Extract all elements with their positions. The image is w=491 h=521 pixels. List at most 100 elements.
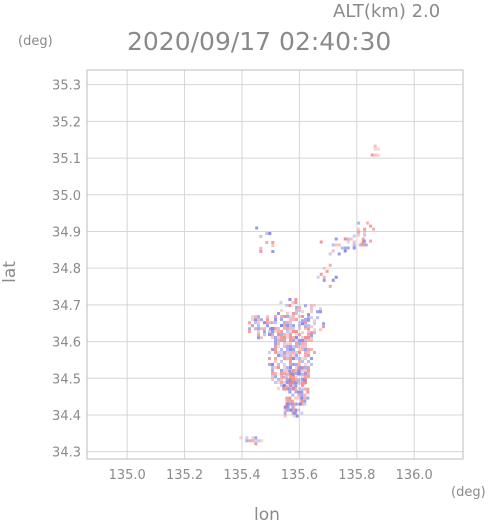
echo-cell-positive bbox=[295, 330, 298, 333]
echo-cell-positive bbox=[307, 369, 310, 372]
echo-cell-negative bbox=[271, 250, 275, 253]
echo-cell-negative bbox=[277, 363, 280, 366]
echo-cell-negative bbox=[280, 324, 283, 327]
echo-cell-negative bbox=[295, 306, 298, 309]
echo-cell-positive bbox=[283, 333, 286, 336]
echo-cell-negative bbox=[280, 318, 283, 321]
echo-cell-negative bbox=[298, 357, 301, 360]
echo-cell-positive bbox=[373, 144, 377, 148]
echo-cell-positive bbox=[310, 339, 313, 342]
echo-cell-negative bbox=[288, 369, 292, 373]
echo-cell-positive bbox=[307, 339, 310, 342]
echo-cell-positive bbox=[280, 336, 283, 339]
echo-cell-negative bbox=[316, 310, 319, 314]
echo-cell-negative bbox=[316, 275, 320, 279]
echo-cell-positive bbox=[295, 339, 298, 342]
echo-cell-negative bbox=[269, 327, 272, 331]
echo-cell-positive bbox=[298, 360, 301, 363]
echo-cell-positive bbox=[298, 306, 301, 309]
echo-cell-negative bbox=[307, 319, 310, 323]
echo-cell-positive bbox=[283, 345, 286, 348]
echo-cell-positive bbox=[363, 242, 367, 246]
echo-cell-negative bbox=[301, 322, 304, 326]
echo-cell-positive bbox=[254, 315, 257, 319]
echo-cell-positive bbox=[277, 336, 280, 339]
echo-cell-positive bbox=[297, 366, 301, 370]
echo-cell-negative bbox=[288, 298, 292, 301]
echo-cell-positive bbox=[283, 354, 286, 357]
echo-cell-positive bbox=[286, 351, 289, 354]
echo-cell-negative bbox=[283, 369, 286, 372]
echo-cell-negative bbox=[286, 402, 290, 406]
echo-cell-positive bbox=[283, 357, 286, 360]
echo-cell-negative bbox=[289, 315, 292, 318]
echo-cell-positive bbox=[289, 375, 292, 378]
echo-cell-negative bbox=[300, 372, 304, 376]
echo-cell-negative bbox=[294, 390, 298, 394]
echo-cell-negative bbox=[307, 324, 310, 327]
echo-cell-negative bbox=[313, 322, 316, 326]
echo-cell-positive bbox=[292, 336, 295, 339]
x-tick-label: 135.2 bbox=[166, 468, 203, 483]
echo-cell-positive bbox=[306, 387, 310, 391]
echo-cell-negative bbox=[277, 354, 280, 357]
x-tick-label: 136.0 bbox=[396, 468, 433, 483]
radar-echo-layer bbox=[239, 144, 380, 446]
echo-cell-negative bbox=[288, 390, 292, 394]
echo-cell-negative bbox=[254, 439, 258, 443]
echo-cell-positive bbox=[322, 275, 326, 279]
echo-cell-negative bbox=[254, 321, 257, 325]
echo-cell-negative bbox=[295, 390, 298, 393]
echo-cell-positive bbox=[301, 357, 304, 360]
echo-cell-positive bbox=[254, 442, 258, 446]
echo-cell-positive bbox=[298, 345, 301, 348]
echo-cell-positive bbox=[288, 381, 292, 385]
echo-cell-positive bbox=[357, 227, 361, 231]
echo-cell-positive bbox=[294, 387, 298, 391]
echo-cell-positive bbox=[269, 333, 272, 337]
echo-cell-positive bbox=[310, 348, 313, 351]
echo-cell-negative bbox=[257, 336, 260, 340]
echo-cell-positive bbox=[274, 327, 277, 330]
echo-cell-negative bbox=[272, 327, 275, 331]
y-axis-label: lat bbox=[0, 261, 20, 283]
echo-cell-negative bbox=[295, 414, 299, 418]
echo-cell-positive bbox=[298, 363, 301, 366]
echo-cell-positive bbox=[289, 342, 292, 345]
echo-cell-positive bbox=[304, 351, 307, 354]
echo-cell-negative bbox=[292, 324, 295, 327]
echo-cell-positive bbox=[322, 266, 326, 270]
echo-cell-negative bbox=[285, 375, 289, 379]
echo-cell-positive bbox=[248, 330, 251, 334]
echo-cell-negative bbox=[280, 384, 283, 387]
echo-cell-negative bbox=[331, 243, 335, 247]
echo-cell-negative bbox=[346, 237, 350, 241]
echo-cell-positive bbox=[373, 153, 377, 157]
echo-cell-positive bbox=[295, 309, 298, 312]
echo-cell-negative bbox=[286, 348, 289, 351]
echo-cell-negative bbox=[334, 275, 338, 279]
tick-labels: 135.0 135.2 135.4 135.6 135.8 136.0 34.3 34.4 34… bbox=[52, 79, 433, 483]
echo-cell-negative bbox=[310, 334, 313, 338]
echo-cell-negative bbox=[297, 390, 301, 394]
echo-cell-positive bbox=[297, 393, 301, 397]
echo-cell-positive bbox=[313, 328, 316, 332]
echo-cell-positive bbox=[292, 405, 296, 409]
echo-cell-negative bbox=[289, 366, 292, 369]
echo-cell-positive bbox=[265, 241, 269, 244]
echo-cell-positive bbox=[271, 321, 274, 324]
echo-cell-positive bbox=[289, 321, 292, 324]
echo-cell-positive bbox=[307, 336, 310, 339]
echo-cell-positive bbox=[283, 381, 286, 384]
echo-cell-negative bbox=[297, 381, 301, 385]
echo-cell-negative bbox=[298, 309, 301, 312]
echo-cell-negative bbox=[297, 378, 301, 382]
echo-cell-positive bbox=[294, 301, 298, 304]
echo-cell-negative bbox=[298, 321, 301, 324]
echo-cell-positive bbox=[280, 315, 283, 318]
echo-cell-positive bbox=[291, 387, 295, 391]
echo-cell-negative bbox=[331, 278, 335, 282]
echo-cell-positive bbox=[304, 354, 307, 357]
echo-cell-positive bbox=[322, 325, 325, 329]
echo-cell-negative bbox=[352, 234, 356, 238]
